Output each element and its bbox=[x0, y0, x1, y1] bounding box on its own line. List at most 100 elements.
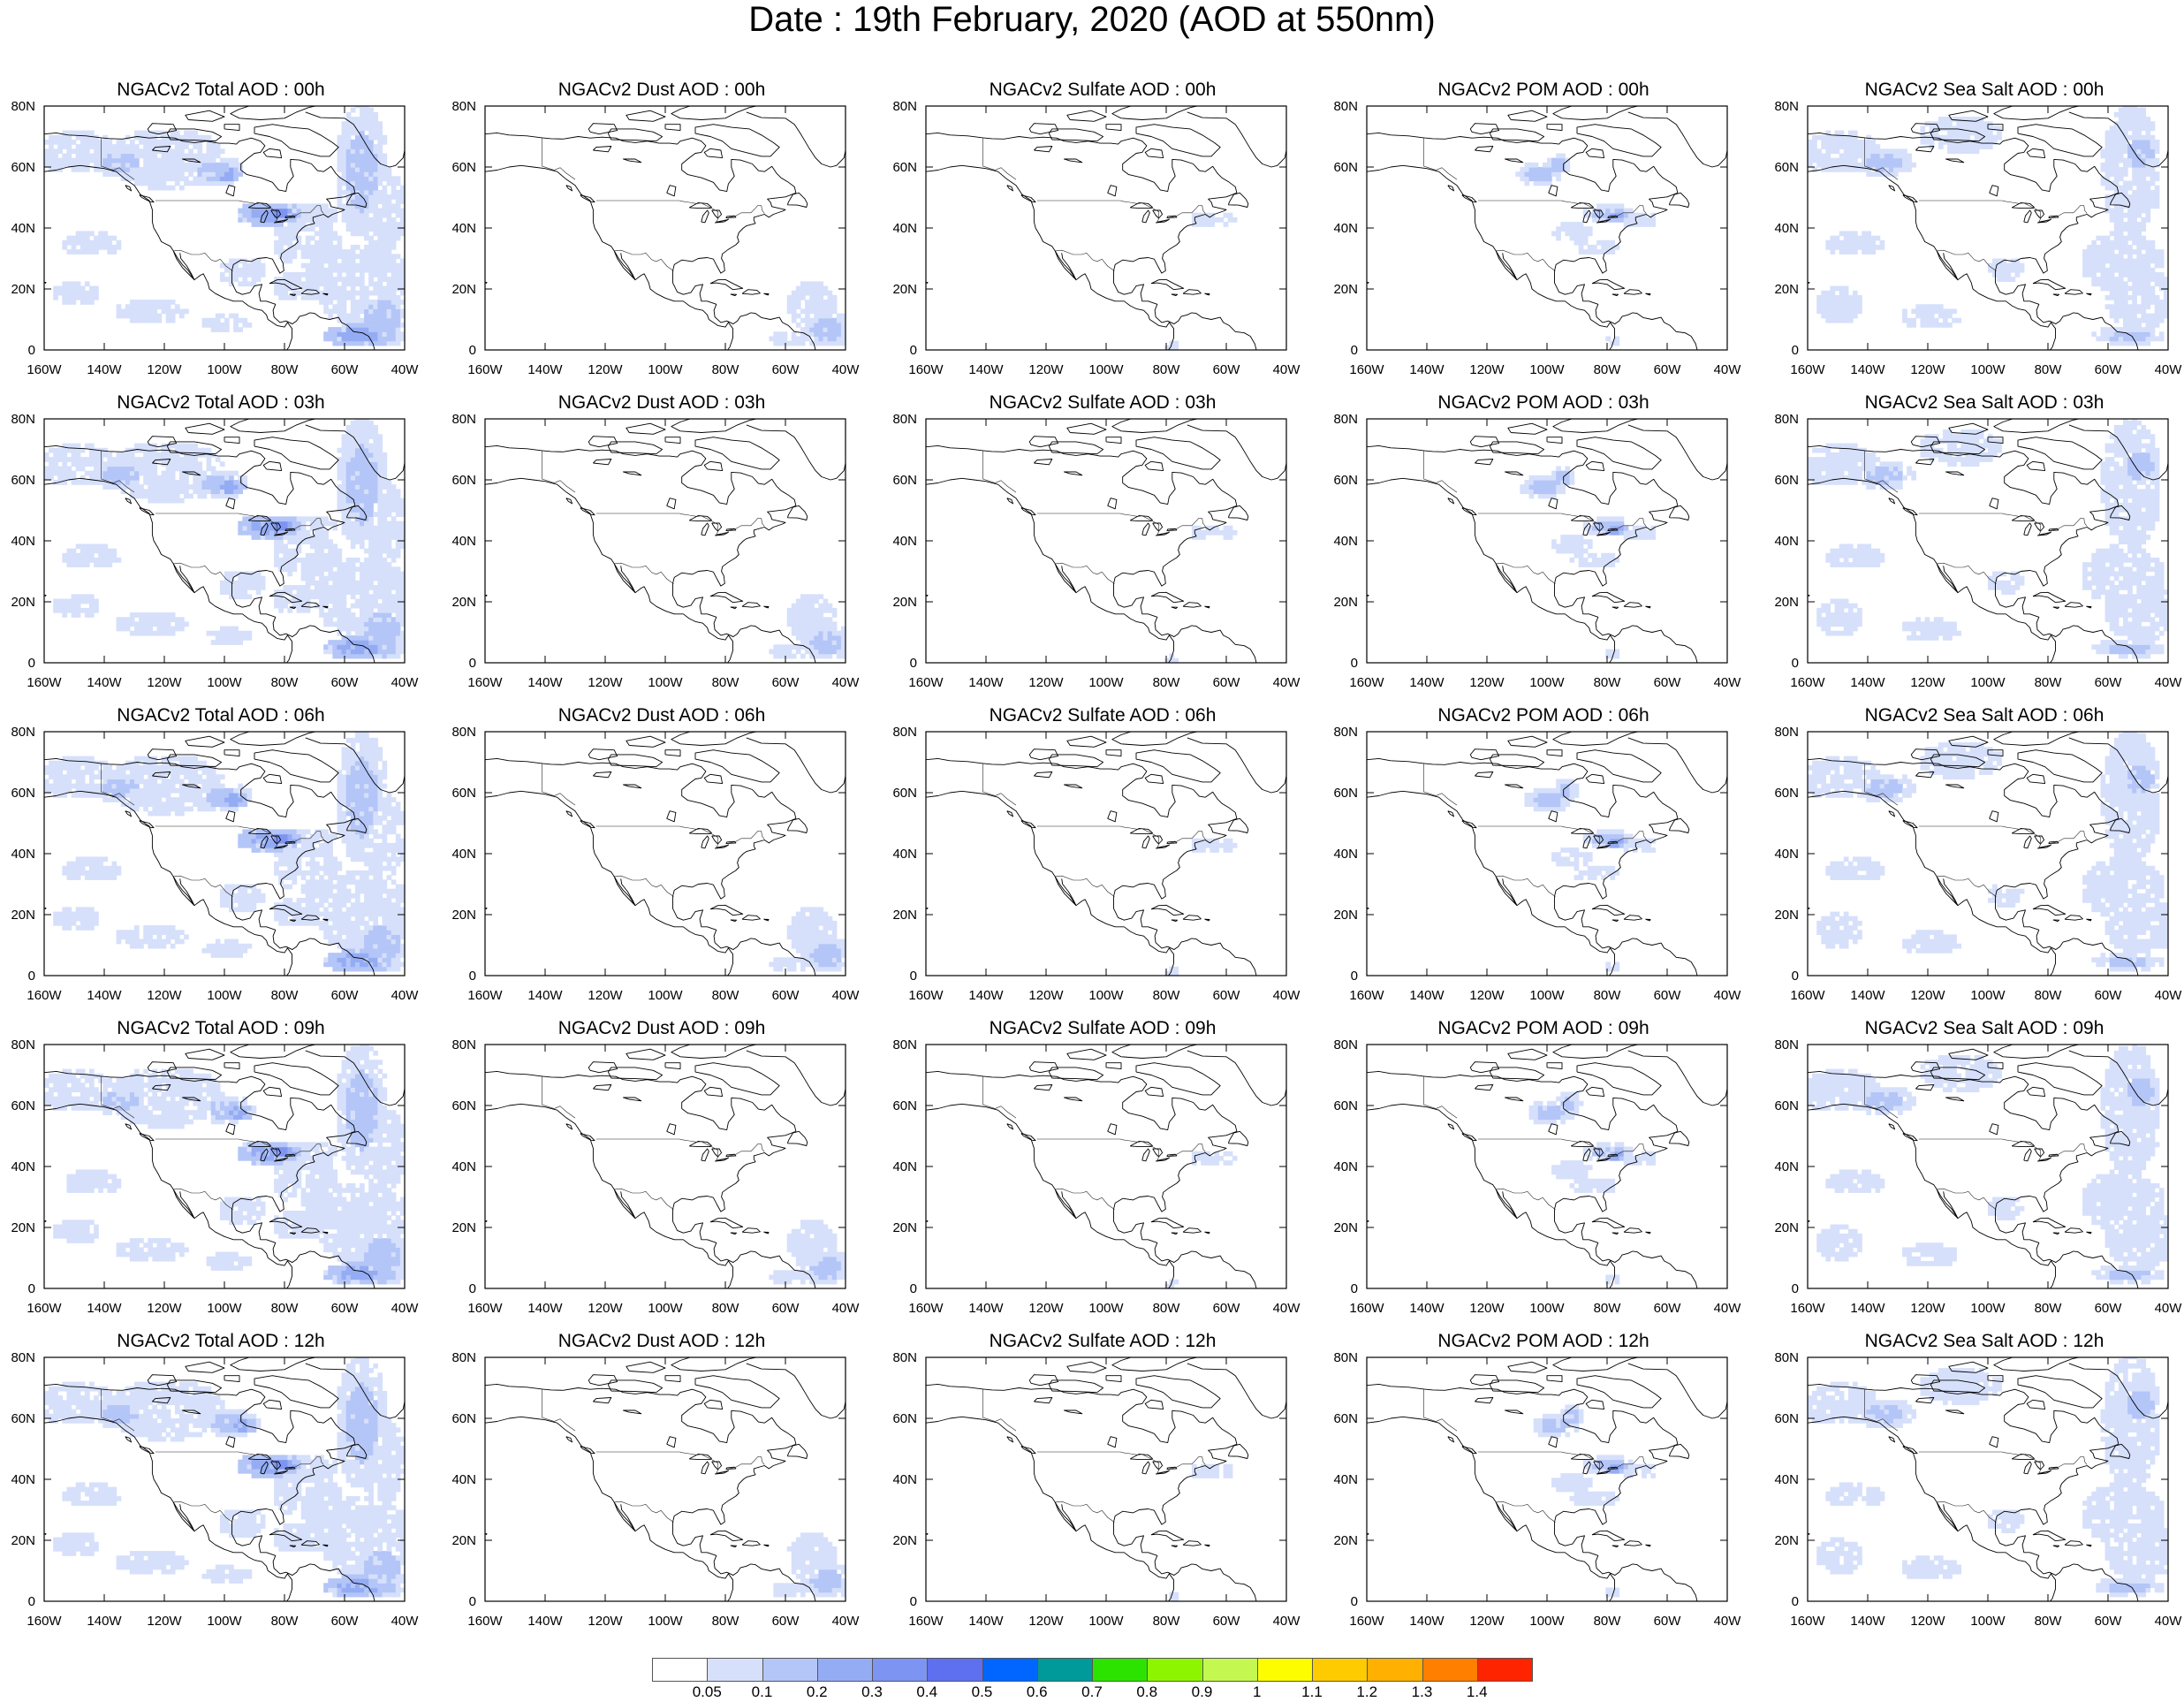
lat-tick-label: 40N bbox=[451, 534, 476, 549]
lat-tick-label: 0 bbox=[1792, 656, 1799, 671]
aod-field bbox=[44, 419, 405, 659]
panel-title: NGACv2 POM AOD : 00h bbox=[1437, 80, 1649, 100]
colorbar-label: 0.9 bbox=[1191, 1683, 1213, 1700]
lat-tick-label: 40N bbox=[11, 534, 35, 549]
aod-field bbox=[769, 281, 846, 346]
lat-tick-label: 20N bbox=[451, 282, 476, 297]
aod-field bbox=[1520, 466, 1656, 659]
aod-field bbox=[1169, 1463, 1233, 1601]
aod-field bbox=[769, 907, 846, 972]
lon-tick-label: 100W bbox=[1529, 362, 1565, 377]
lat-tick-label: 20N bbox=[1333, 1220, 1358, 1235]
lat-tick-label: 0 bbox=[910, 343, 917, 358]
map-frame bbox=[925, 105, 1287, 351]
lat-tick-label: 0 bbox=[1351, 343, 1358, 358]
lon-tick-label: 60W bbox=[772, 988, 800, 1003]
lon-tick-label: 140W bbox=[1850, 1301, 1885, 1316]
lat-tick-label: 20N bbox=[11, 908, 35, 923]
panel-title: NGACv2 Total AOD : 12h bbox=[117, 1331, 325, 1351]
lon-tick-label: 120W bbox=[1910, 675, 1945, 690]
map-frame bbox=[1366, 418, 1728, 664]
lat-tick-label: 60N bbox=[1774, 786, 1799, 801]
aod-field bbox=[1164, 212, 1238, 350]
panel-title: NGACv2 Sea Salt AOD : 12h bbox=[1864, 1331, 2104, 1351]
lon-tick-label: 60W bbox=[2095, 988, 2123, 1003]
lat-tick-label: 60N bbox=[11, 1098, 35, 1113]
lat-tick-label: 20N bbox=[11, 1533, 35, 1548]
colorbar-swatch bbox=[872, 1658, 929, 1682]
lat-tick-label: 40N bbox=[1774, 847, 1799, 862]
lon-tick-label: 100W bbox=[1529, 1614, 1565, 1629]
lon-tick-label: 60W bbox=[2095, 675, 2123, 690]
lon-tick-label: 40W bbox=[1273, 675, 1301, 690]
lat-tick-label: 40N bbox=[1333, 1159, 1358, 1174]
lat-tick-label: 60N bbox=[892, 473, 917, 488]
lon-tick-label: 120W bbox=[1469, 988, 1505, 1003]
lon-tick-label: 40W bbox=[1273, 1614, 1301, 1629]
lon-tick-label: 40W bbox=[1714, 675, 1742, 690]
lat-tick-label: 20N bbox=[1774, 1220, 1799, 1235]
map-panel: NGACv2 Dust AOD : 03h 160W 140W 120W 100W 80W… bbox=[451, 392, 927, 733]
aod-field bbox=[1528, 1091, 1656, 1285]
lon-tick-label: 140W bbox=[1409, 1301, 1445, 1316]
aod-map: 160W 140W 120W 100W 80W 60W 40W 0 20N 40N 60N 80N bbox=[892, 725, 1301, 1003]
map-panel: NGACv2 Total AOD : 12h 160W 140W 120W 100W 80… bbox=[11, 1331, 486, 1671]
map-panel: NGACv2 Total AOD : 09h 160W 140W 120W 100W 80… bbox=[11, 1018, 486, 1358]
lat-tick-label: 0 bbox=[469, 343, 476, 358]
aod-map: 160W 140W 120W 100W 80W 60W 40W 0 20N 40N 60N 80N bbox=[11, 412, 419, 690]
map-panel: NGACv2 Sulfate AOD : 00h 160W 140W 120W 100W… bbox=[892, 80, 1368, 420]
colorbar-swatch bbox=[1147, 1658, 1203, 1682]
lon-tick-label: 120W bbox=[1910, 1301, 1945, 1316]
panel-title: NGACv2 Sea Salt AOD : 09h bbox=[1864, 1018, 2104, 1038]
lon-tick-label: 60W bbox=[1654, 1614, 1682, 1629]
lat-tick-label: 80N bbox=[892, 412, 917, 427]
lat-tick-label: 60N bbox=[11, 160, 35, 175]
lat-tick-label: 80N bbox=[1333, 99, 1358, 114]
coastlines bbox=[926, 106, 1286, 350]
lon-tick-label: 160W bbox=[467, 1614, 503, 1629]
lat-tick-label: 0 bbox=[469, 969, 476, 984]
lon-tick-label: 120W bbox=[588, 1301, 623, 1316]
lon-tick-label: 40W bbox=[1714, 362, 1742, 377]
lon-tick-label: 140W bbox=[1409, 988, 1445, 1003]
lon-tick-label: 80W bbox=[271, 1301, 300, 1316]
lon-tick-label: 100W bbox=[648, 1614, 683, 1629]
lon-tick-label: 100W bbox=[1088, 988, 1124, 1003]
lon-tick-label: 140W bbox=[1850, 1614, 1885, 1629]
lat-tick-label: 40N bbox=[451, 1472, 476, 1487]
lat-tick-label: 40N bbox=[892, 1159, 917, 1174]
lon-tick-label: 80W bbox=[271, 362, 300, 377]
lon-tick-label: 120W bbox=[1469, 675, 1505, 690]
lat-tick-label: 40N bbox=[1333, 221, 1358, 236]
map-frame bbox=[925, 1356, 1287, 1602]
lon-tick-label: 100W bbox=[1970, 675, 2006, 690]
panel-title: NGACv2 Sea Salt AOD : 00h bbox=[1864, 80, 2104, 100]
panel-title: NGACv2 Total AOD : 06h bbox=[117, 705, 325, 726]
coastlines bbox=[485, 1357, 846, 1601]
map-panel: NGACv2 Dust AOD : 12h 160W 140W 120W 100W 80W… bbox=[451, 1331, 927, 1671]
lon-tick-label: 60W bbox=[1654, 988, 1682, 1003]
lon-tick-label: 120W bbox=[1469, 362, 1505, 377]
lon-tick-label: 160W bbox=[27, 988, 62, 1003]
panel-title: NGACv2 Sulfate AOD : 12h bbox=[989, 1331, 1217, 1351]
aod-map: 160W 140W 120W 100W 80W 60W 40W 0 20N 40N 60N 80N bbox=[451, 725, 860, 1003]
lat-tick-label: 60N bbox=[1333, 1098, 1358, 1113]
lat-tick-label: 0 bbox=[28, 343, 35, 358]
lon-tick-label: 120W bbox=[1469, 1614, 1505, 1629]
coastlines bbox=[1808, 419, 2168, 663]
lon-tick-label: 140W bbox=[527, 988, 563, 1003]
aod-map: 160W 140W 120W 100W 80W 60W 40W 0 20N 40N 60N 80N bbox=[1774, 725, 2182, 1003]
lon-tick-label: 160W bbox=[27, 1614, 62, 1629]
map-panel: NGACv2 Total AOD : 06h 160W 140W 120W 100W 80… bbox=[11, 705, 486, 1045]
lon-tick-label: 140W bbox=[527, 1301, 563, 1316]
lat-tick-label: 0 bbox=[910, 1281, 917, 1296]
lon-tick-label: 100W bbox=[648, 362, 683, 377]
lat-tick-label: 0 bbox=[910, 1594, 917, 1609]
lat-tick-label: 20N bbox=[892, 908, 917, 923]
coastlines bbox=[926, 732, 1286, 976]
lat-tick-label: 60N bbox=[11, 1411, 35, 1426]
lat-tick-label: 40N bbox=[11, 847, 35, 862]
lon-tick-label: 40W bbox=[391, 988, 420, 1003]
lat-tick-label: 60N bbox=[11, 786, 35, 801]
colorbar-swatch bbox=[1367, 1658, 1423, 1682]
